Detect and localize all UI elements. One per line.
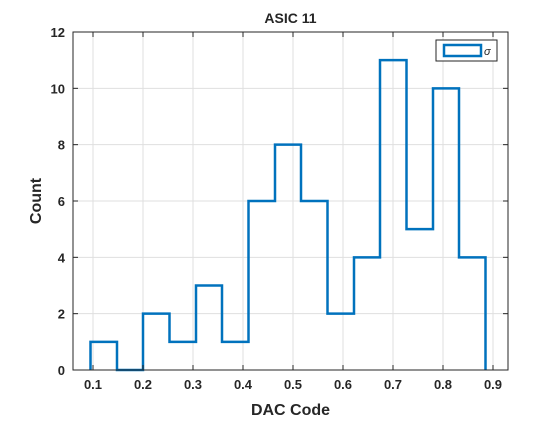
histogram-bin: [196, 286, 222, 371]
x-tick-label: 0.6: [334, 377, 352, 392]
histogram-bin: [301, 201, 328, 370]
y-axis-label: Count: [28, 177, 45, 224]
x-tick-label: 0.1: [84, 377, 102, 392]
x-tick-label: 0.4: [234, 377, 253, 392]
y-tick-label: 6: [58, 194, 65, 209]
x-tick-label: 0.3: [184, 377, 202, 392]
x-tick-label: 0.9: [484, 377, 502, 392]
histogram-bin: [459, 257, 486, 370]
y-tick-label: 2: [58, 307, 65, 322]
x-tick-label: 0.8: [434, 377, 452, 392]
legend: σ: [435, 39, 498, 62]
legend-swatch: [442, 43, 483, 58]
y-tick-label: 12: [51, 25, 65, 40]
x-tick-label: 0.2: [134, 377, 152, 392]
histogram-bin: [380, 60, 407, 370]
y-tick-label: 0: [58, 363, 65, 378]
histogram-stairs: [89, 58, 487, 372]
x-tick-label: 0.5: [284, 377, 302, 392]
legend-entry-label: σ: [484, 46, 491, 58]
y-tick-label: 8: [58, 138, 65, 153]
histogram-outline: [89, 58, 487, 372]
y-axis-ticks: 0 2 4 6 8 10 12: [51, 25, 508, 378]
histogram-bin: [275, 145, 301, 370]
histogram-bin: [91, 342, 118, 370]
histogram-bin: [354, 257, 380, 370]
chart-title: ASIC 11: [264, 10, 316, 26]
y-tick-label: 4: [58, 250, 66, 265]
histogram-bin: [222, 342, 249, 370]
histogram-bin: [170, 342, 197, 370]
x-tick-label: 0.7: [384, 377, 402, 392]
histogram-bin: [328, 314, 355, 370]
x-axis-label: DAC Code: [251, 402, 330, 419]
histogram-bin: [249, 201, 276, 370]
x-axis-ticks: 0.1 0.2 0.3 0.4 0.5 0.6 0.7 0.8 0.9: [84, 32, 502, 392]
y-tick-label: 10: [51, 81, 65, 96]
histogram-bin: [143, 314, 170, 370]
histogram-bin: [433, 88, 459, 370]
histogram-bin: [407, 229, 434, 370]
